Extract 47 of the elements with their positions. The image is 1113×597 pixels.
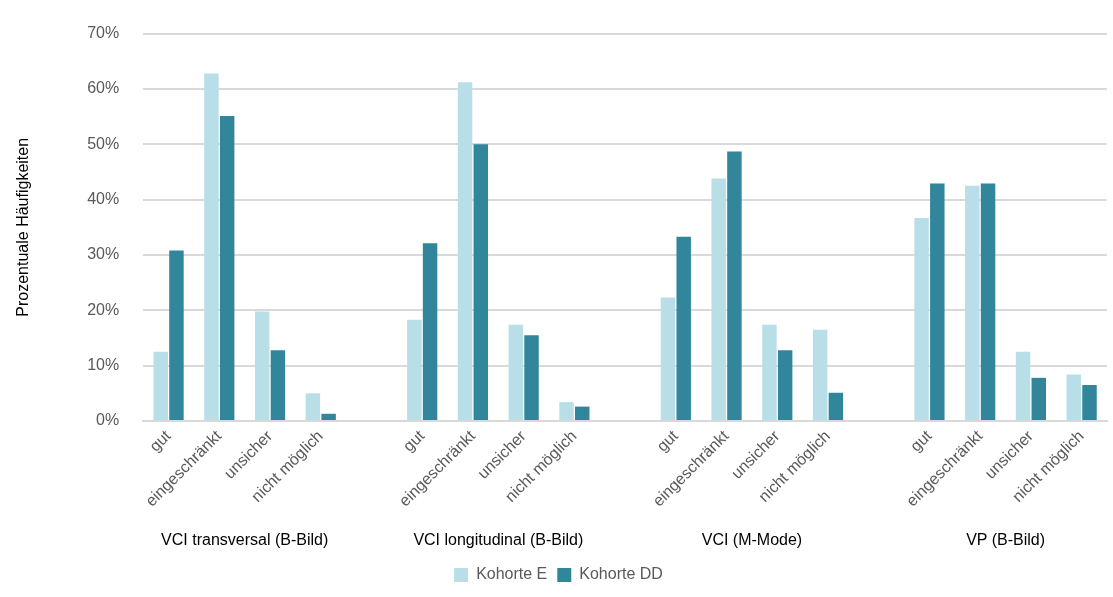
bar: [727, 151, 742, 420]
bar: [980, 183, 996, 420]
y-tick-label: 30%: [87, 245, 120, 263]
text: VCI transversal (B-Bild): [161, 531, 329, 549]
bar: [711, 178, 726, 420]
bar: [153, 351, 168, 420]
bar: [321, 413, 336, 420]
y-tick-label: 10%: [87, 356, 120, 374]
bar: [559, 402, 574, 420]
text: VCI longitudinal (B-Bild): [413, 531, 584, 549]
bar: [575, 406, 590, 420]
y-tick-label: 60%: [87, 79, 120, 97]
bar: [828, 392, 844, 420]
bar: [676, 236, 691, 420]
bar: [219, 116, 235, 420]
bar: [930, 183, 945, 420]
bar: [660, 297, 676, 420]
bar: [762, 324, 777, 420]
bar: [305, 393, 321, 420]
bar: [524, 335, 539, 420]
bar: [422, 243, 438, 420]
bar: [1066, 374, 1082, 420]
y-tick-label: 20%: [87, 300, 120, 318]
legend-label: Kohorte E: [476, 565, 548, 583]
y-tick-label: 50%: [87, 134, 120, 152]
bar: [508, 324, 524, 420]
bar: [407, 319, 422, 420]
text: VP (B-Bild): [966, 531, 1045, 549]
bar: [1031, 377, 1047, 420]
y-tick-label: 0%: [96, 411, 120, 429]
y-tick-label: 70%: [87, 24, 120, 42]
bar: [1015, 351, 1031, 420]
y-tick-label: 40%: [87, 190, 120, 208]
bar: [965, 185, 980, 420]
bar: [812, 329, 828, 420]
bar: [473, 144, 489, 420]
bar: [254, 311, 270, 420]
bar: [777, 350, 793, 420]
bar: [457, 82, 473, 420]
bar: [914, 217, 929, 420]
bar: [204, 73, 219, 420]
bar: [270, 350, 286, 420]
legend-label: Kohorte DD: [579, 565, 663, 583]
y-axis-title: Prozentuale Häufigkeiten: [14, 137, 32, 317]
bar: [1082, 385, 1097, 420]
bar: [169, 250, 184, 420]
text: VCI (M-Mode): [701, 531, 803, 549]
